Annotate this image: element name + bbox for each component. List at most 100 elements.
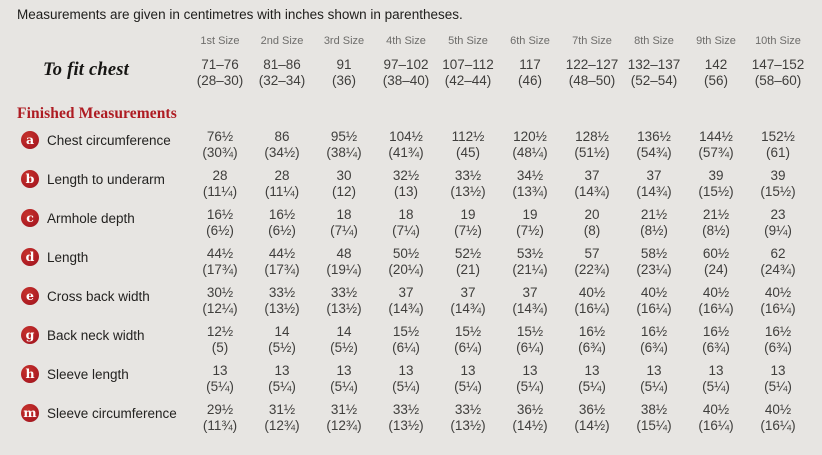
value-cm: 147–152 (751, 57, 805, 72)
measurement-row-label: h Sleeve length (17, 360, 189, 399)
value-inches: (19¼) (326, 261, 362, 277)
value-inches: (11¾) (202, 417, 238, 433)
row-label-text: Cross back width (47, 289, 150, 304)
value-cm: 81–86 (263, 57, 301, 72)
table-caption: Measurements are given in centimetres wi… (17, 7, 463, 22)
to-fit-chest-value: 147–152 (58–60) (747, 54, 809, 93)
value-cm: 16½ (640, 324, 668, 339)
value-inches: (16¼) (698, 300, 734, 316)
value-cm: 86 (274, 129, 290, 144)
measurement-value: 37 (14¾) (561, 165, 623, 204)
value-cm: 36½ (578, 402, 606, 417)
value-cm: 142 (704, 57, 728, 72)
value-inches: (12) (331, 183, 356, 199)
value-inches: (15¼) (636, 417, 672, 433)
value-cm: 97–102 (383, 57, 429, 72)
measurement-value: 19 (7½) (437, 204, 499, 243)
to-fit-chest-value: 122–127 (48–50) (561, 54, 623, 93)
measurement-value: 62 (24¾) (747, 243, 809, 282)
value-inches: (5¼) (330, 378, 358, 394)
value-cm: 50½ (392, 246, 420, 261)
value-cm: 33½ (454, 402, 482, 417)
measurement-value: 76½ (30¾) (189, 126, 251, 165)
row-label-text: Length to underarm (47, 172, 165, 187)
measurement-value: 50½ (20¼) (375, 243, 437, 282)
value-cm: 16½ (206, 207, 234, 222)
measurement-value: 14 (5½) (251, 321, 313, 360)
measurement-value: 28 (11¼) (251, 165, 313, 204)
row-key-badge: a (21, 131, 39, 149)
value-cm: 57 (584, 246, 600, 261)
value-cm: 30 (336, 168, 352, 183)
value-inches: (5¼) (392, 378, 420, 394)
value-inches: (22¾) (574, 261, 610, 277)
measurement-value: 15½ (6¼) (437, 321, 499, 360)
value-inches: (14½) (512, 417, 548, 433)
value-inches: (6½) (206, 222, 234, 238)
value-cm: 16½ (578, 324, 606, 339)
value-cm: 44½ (206, 246, 234, 261)
value-cm: 38½ (640, 402, 668, 417)
measurement-value: 15½ (6¼) (375, 321, 437, 360)
finished-measurements-heading: Finished Measurements (17, 105, 177, 122)
value-cm: 37 (522, 285, 538, 300)
value-cm: 31½ (268, 402, 296, 417)
measurement-value: 37 (14¾) (375, 282, 437, 321)
measurement-value: 13 (5¼) (189, 360, 251, 399)
value-cm: 14 (274, 324, 290, 339)
value-cm: 128½ (575, 129, 609, 144)
value-cm: 18 (398, 207, 414, 222)
value-inches: (5¼) (268, 378, 296, 394)
value-cm: 36½ (516, 402, 544, 417)
measurement-value: 14 (5½) (313, 321, 375, 360)
value-inches: (12¼) (202, 300, 238, 316)
row-key-badge: d (21, 248, 39, 266)
to-fit-chest-value: 91 (36) (313, 54, 375, 93)
value-cm: 104½ (389, 129, 423, 144)
row-key-badge: e (21, 287, 39, 305)
value-inches: (56) (703, 72, 728, 88)
value-cm: 15½ (516, 324, 544, 339)
value-inches: (8½) (702, 222, 730, 238)
measurement-value: 16½ (6¾) (561, 321, 623, 360)
size-column-header: 10th Size (755, 35, 801, 47)
measurement-value: 104½ (41¾) (375, 126, 437, 165)
value-inches: (51½) (574, 144, 610, 160)
value-cm: 23 (770, 207, 786, 222)
measurement-row-label: d Length (17, 243, 189, 282)
value-inches: (34½) (264, 144, 300, 160)
value-inches: (5¼) (702, 378, 730, 394)
value-inches: (16¼) (636, 300, 672, 316)
value-cm: 122–127 (565, 57, 619, 72)
value-inches: (13½) (264, 300, 300, 316)
value-inches: (52–54) (630, 72, 678, 88)
value-inches: (46) (517, 72, 542, 88)
value-inches: (28–30) (196, 72, 244, 88)
value-inches: (17¾) (264, 261, 300, 277)
value-inches: (5¼) (764, 378, 792, 394)
measurement-value: 30 (12) (313, 165, 375, 204)
value-cm: 120½ (513, 129, 547, 144)
value-inches: (20¼) (388, 261, 424, 277)
value-inches: (36) (331, 72, 356, 88)
measurement-value: 39 (15½) (685, 165, 747, 204)
value-inches: (32–34) (258, 72, 306, 88)
value-inches: (12¾) (326, 417, 362, 433)
value-cm: 40½ (702, 285, 730, 300)
measurement-value: 128½ (51½) (561, 126, 623, 165)
value-cm: 13 (770, 363, 786, 378)
value-inches: (6¼) (392, 339, 420, 355)
to-fit-chest-value: 71–76 (28–30) (189, 54, 251, 93)
value-cm: 37 (584, 168, 600, 183)
value-inches: (38–40) (382, 72, 430, 88)
value-cm: 76½ (206, 129, 234, 144)
value-inches: (13¾) (512, 183, 548, 199)
value-cm: 95½ (330, 129, 358, 144)
value-inches: (15½) (698, 183, 734, 199)
value-inches: (24) (703, 261, 728, 277)
value-inches: (13½) (388, 417, 424, 433)
value-cm: 40½ (764, 402, 792, 417)
to-fit-chest-value: 107–112 (42–44) (437, 54, 499, 93)
size-column-header: 3rd Size (323, 35, 365, 47)
value-cm: 40½ (640, 285, 668, 300)
